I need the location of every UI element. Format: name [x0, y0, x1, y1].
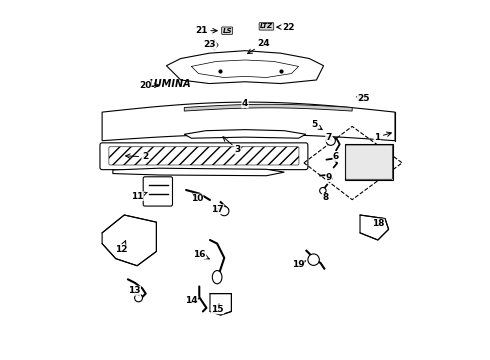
- Text: 1: 1: [374, 132, 392, 141]
- FancyBboxPatch shape: [346, 145, 392, 179]
- Text: 6: 6: [333, 152, 339, 161]
- Text: 13: 13: [128, 286, 141, 296]
- Text: 2: 2: [125, 152, 148, 161]
- Text: 9: 9: [326, 173, 333, 182]
- Text: 21: 21: [195, 26, 217, 35]
- Text: 8: 8: [322, 192, 328, 202]
- Text: 5: 5: [312, 120, 322, 130]
- Text: 12: 12: [116, 241, 128, 254]
- Polygon shape: [184, 104, 352, 111]
- Text: 14: 14: [185, 296, 198, 305]
- FancyBboxPatch shape: [143, 177, 172, 206]
- Circle shape: [326, 136, 335, 145]
- Polygon shape: [184, 130, 306, 138]
- Polygon shape: [102, 215, 156, 266]
- Text: 11: 11: [131, 192, 147, 201]
- Text: 10: 10: [191, 194, 203, 203]
- Polygon shape: [209, 40, 218, 50]
- Text: 24: 24: [247, 39, 270, 54]
- Circle shape: [135, 294, 143, 302]
- Polygon shape: [360, 215, 389, 240]
- Text: 3: 3: [223, 137, 241, 154]
- Text: 19: 19: [292, 260, 305, 269]
- Text: 4: 4: [242, 99, 248, 108]
- Text: 23: 23: [204, 40, 216, 49]
- Text: 18: 18: [371, 219, 384, 228]
- Text: 15: 15: [211, 304, 224, 314]
- Polygon shape: [210, 294, 231, 315]
- Text: 20: 20: [139, 81, 159, 90]
- Ellipse shape: [212, 271, 222, 284]
- Text: 17: 17: [211, 205, 224, 214]
- Polygon shape: [102, 102, 395, 141]
- Polygon shape: [345, 144, 393, 180]
- Text: 22: 22: [277, 23, 295, 32]
- Text: LS: LS: [222, 28, 232, 34]
- Circle shape: [220, 206, 229, 216]
- Text: LTZ: LTZ: [260, 23, 273, 30]
- Text: 16: 16: [194, 250, 209, 259]
- Polygon shape: [167, 51, 323, 84]
- Circle shape: [319, 188, 326, 194]
- Circle shape: [308, 254, 319, 265]
- Text: 7: 7: [326, 132, 332, 141]
- Text: 25: 25: [357, 94, 370, 103]
- FancyBboxPatch shape: [100, 143, 308, 170]
- Polygon shape: [113, 168, 284, 176]
- Text: LUMINA: LUMINA: [148, 78, 191, 89]
